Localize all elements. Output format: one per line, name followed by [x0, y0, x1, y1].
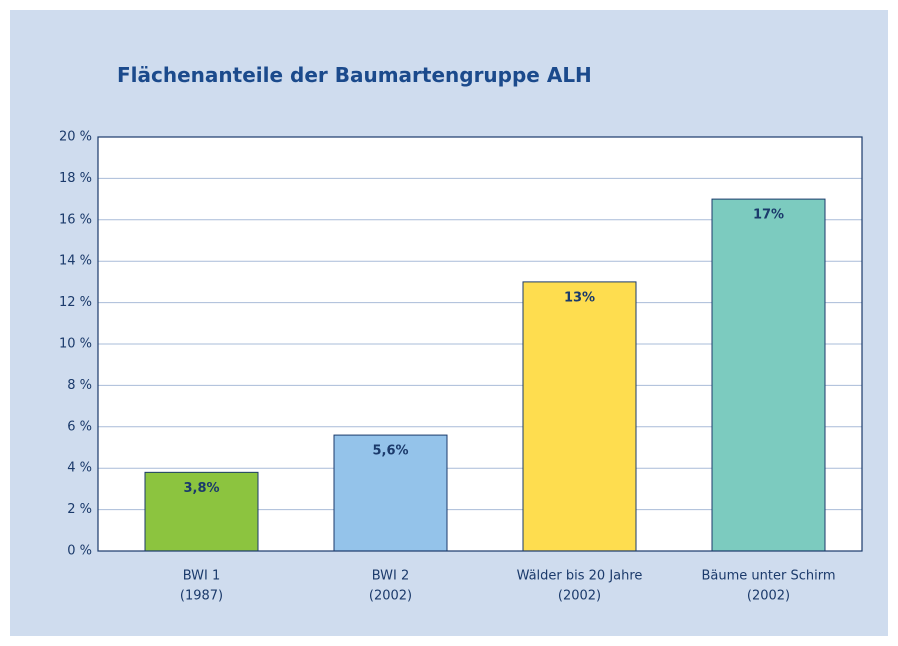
y-tick-label: 18 % [59, 171, 92, 186]
bar [333, 434, 448, 552]
x-tick-label: (1987) [180, 589, 223, 604]
x-tick-label: Wälder bis 20 Jahre [517, 569, 643, 584]
value-label: 17% [753, 208, 784, 223]
y-tick-label: 6 % [67, 419, 92, 434]
plot-frame [97, 136, 863, 552]
y-tick-label: 4 % [67, 461, 92, 476]
chart-title: Flächenanteile der Baumartengruppe ALH [117, 63, 592, 87]
x-tick-label: (2002) [369, 589, 412, 604]
y-tick-label: 8 % [67, 378, 92, 393]
y-tick-label: 2 % [67, 502, 92, 517]
y-tick-label: 10 % [59, 337, 92, 352]
x-tick-label: Bäume unter Schirm [702, 569, 836, 584]
y-tick-label: 16 % [59, 212, 92, 227]
x-tick-label: (2002) [747, 589, 790, 604]
x-tick-label: BWI 2 [372, 569, 410, 584]
bar [144, 471, 259, 552]
y-tick-label: 20 % [59, 130, 92, 145]
value-label: 3,8% [183, 481, 219, 496]
bar [522, 281, 637, 552]
x-tick-label: (2002) [558, 589, 601, 604]
value-label: 5,6% [372, 444, 408, 459]
value-label: 13% [564, 290, 595, 305]
y-tick-label: 12 % [59, 295, 92, 310]
y-tick-label: 0 % [67, 544, 92, 559]
x-tick-label: BWI 1 [183, 569, 221, 584]
y-tick-label: 14 % [59, 254, 92, 269]
bar [711, 198, 826, 552]
